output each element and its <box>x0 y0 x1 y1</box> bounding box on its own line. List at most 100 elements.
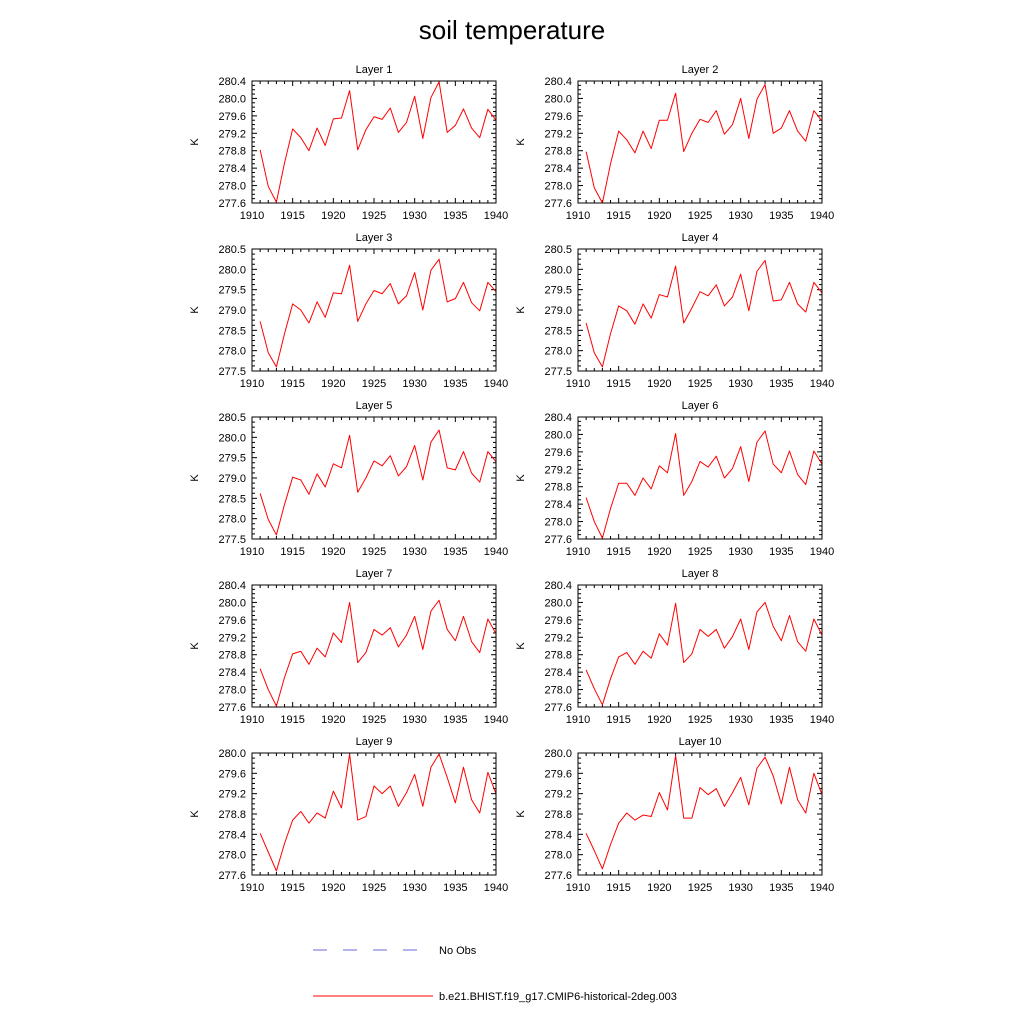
y-tick-label: 278.0 <box>544 517 572 529</box>
y-tick-label: 278.4 <box>544 499 572 511</box>
y-tick-label: 279.0 <box>218 305 246 317</box>
x-tick-label: 1935 <box>443 378 467 390</box>
y-tick-label: 280.0 <box>544 597 572 609</box>
x-tick-label: 1915 <box>280 882 304 894</box>
x-tick-label: 1920 <box>321 210 345 222</box>
y-tick-label: 280.0 <box>544 264 572 276</box>
x-tick-label: 1910 <box>240 714 264 726</box>
x-tick-label: 1925 <box>362 882 386 894</box>
y-tick-label: 278.5 <box>218 325 246 337</box>
y-tick-label: 279.6 <box>544 111 572 123</box>
x-tick-label: 1930 <box>402 210 426 222</box>
y-tick-label: 277.6 <box>544 198 572 210</box>
series-line <box>259 753 497 872</box>
panel-layer-4: Layer 4 K 1910 1915 1920 1925 1930 1935 1940 277.… <box>515 232 834 390</box>
x-tick-label: 1935 <box>769 882 793 894</box>
y-tick-label: 278.4 <box>544 667 572 679</box>
x-tick-label: 1930 <box>728 210 752 222</box>
x-tick-label: 1915 <box>606 546 630 558</box>
x-tick-label: 1915 <box>280 210 304 222</box>
y-axis-label: K <box>515 306 527 314</box>
y-tick-label: 279.2 <box>218 128 246 140</box>
plot-frame <box>577 752 823 876</box>
x-tick-label: 1920 <box>321 546 345 558</box>
panel-grid: Layer 1 K 1910 1915 1920 1925 1930 1935 1940 277.… <box>189 64 834 894</box>
y-axis-label: K <box>189 474 201 482</box>
y-axis-label: K <box>515 474 527 482</box>
x-tick-label: 1930 <box>728 378 752 390</box>
y-tick-label: 280.0 <box>544 93 572 105</box>
y-tick-label: 278.0 <box>218 181 246 193</box>
panel-title: Layer 3 <box>356 232 393 244</box>
y-tick-label: 278.4 <box>544 829 572 841</box>
panel-layer-9: Layer 9 K 1910 1915 1920 1925 1930 1935 1940 277.… <box>189 736 508 894</box>
plot-frame <box>251 80 497 204</box>
x-tick-label: 1935 <box>443 210 467 222</box>
x-tick-label: 1910 <box>240 378 264 390</box>
y-tick-label: 280.0 <box>218 597 246 609</box>
x-tick-label: 1925 <box>362 378 386 390</box>
y-tick-label: 279.6 <box>544 768 572 780</box>
y-tick-label: 278.4 <box>218 667 246 679</box>
panel-layer-5: Layer 5 K 1910 1915 1920 1925 1930 1935 1940 277.… <box>189 400 508 558</box>
y-tick-label: 279.2 <box>218 789 246 801</box>
y-tick-label: 280.0 <box>218 748 246 760</box>
y-tick-label: 279.5 <box>544 285 572 297</box>
x-tick-label: 1940 <box>810 882 834 894</box>
series-line <box>585 259 823 368</box>
figure-title: soil temperature <box>419 15 605 45</box>
y-tick-label: 277.6 <box>218 870 246 882</box>
y-tick-label: 278.5 <box>544 325 572 337</box>
x-tick-label: 1910 <box>240 546 264 558</box>
y-tick-label: 278.8 <box>218 650 246 662</box>
panel-layer-7: Layer 7 K 1910 1915 1920 1925 1930 1935 1940 277.… <box>189 568 508 726</box>
x-tick-label: 1935 <box>769 378 793 390</box>
y-tick-label: 279.6 <box>218 111 246 123</box>
x-tick-label: 1935 <box>443 546 467 558</box>
series-line <box>585 83 823 204</box>
plot-frame <box>577 80 823 204</box>
y-tick-label: 280.4 <box>544 412 572 424</box>
x-tick-label: 1930 <box>402 546 426 558</box>
x-tick-label: 1920 <box>321 714 345 726</box>
x-tick-label: 1915 <box>606 210 630 222</box>
x-tick-label: 1925 <box>688 378 712 390</box>
x-tick-label: 1920 <box>647 882 671 894</box>
x-tick-label: 1925 <box>688 210 712 222</box>
y-tick-label: 278.4 <box>544 163 572 175</box>
panel-title: Layer 6 <box>682 400 719 412</box>
x-tick-label: 1910 <box>240 882 264 894</box>
x-tick-label: 1930 <box>402 714 426 726</box>
x-tick-label: 1930 <box>728 546 752 558</box>
plot-frame <box>577 584 823 708</box>
y-tick-label: 278.8 <box>218 146 246 158</box>
panel-title: Layer 9 <box>356 736 393 748</box>
x-tick-label: 1920 <box>647 546 671 558</box>
y-tick-label: 278.8 <box>218 809 246 821</box>
x-tick-label: 1920 <box>321 882 345 894</box>
x-tick-label: 1935 <box>443 714 467 726</box>
x-tick-label: 1940 <box>810 210 834 222</box>
y-tick-label: 279.5 <box>218 453 246 465</box>
x-tick-label: 1935 <box>769 546 793 558</box>
y-tick-label: 278.0 <box>544 181 572 193</box>
y-tick-label: 277.5 <box>218 534 246 546</box>
y-tick-label: 279.2 <box>544 464 572 476</box>
x-tick-label: 1920 <box>647 378 671 390</box>
x-tick-label: 1925 <box>688 546 712 558</box>
y-tick-label: 278.4 <box>218 163 246 175</box>
x-tick-label: 1940 <box>484 882 508 894</box>
plot-frame <box>577 248 823 372</box>
y-tick-label: 278.0 <box>544 685 572 697</box>
y-tick-label: 278.0 <box>544 346 572 358</box>
panel-layer-8: Layer 8 K 1910 1915 1920 1925 1930 1935 1940 277.… <box>515 568 834 726</box>
y-tick-label: 279.2 <box>544 632 572 644</box>
x-tick-label: 1930 <box>402 378 426 390</box>
x-tick-label: 1940 <box>484 546 508 558</box>
panel-layer-1: Layer 1 K 1910 1915 1920 1925 1930 1935 1940 277.… <box>189 64 508 222</box>
y-tick-label: 277.5 <box>218 366 246 378</box>
y-tick-label: 280.4 <box>218 76 246 88</box>
y-axis-label: K <box>189 810 201 818</box>
x-tick-label: 1930 <box>728 882 752 894</box>
